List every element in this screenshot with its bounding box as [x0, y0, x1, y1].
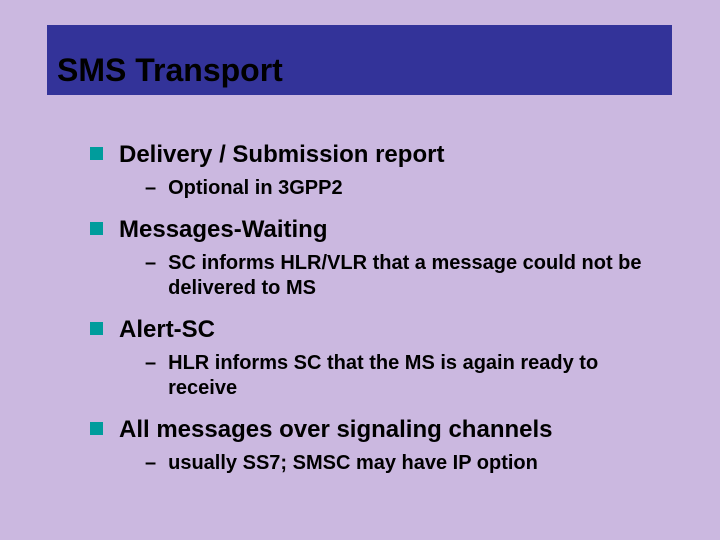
content-area: Delivery / Submission report – Optional … — [90, 140, 670, 490]
sub-bullet-text: usually SS7; SMSC may have IP option — [168, 451, 538, 476]
sub-list-item: – SC informs HLR/VLR that a message coul… — [145, 251, 670, 301]
square-bullet-icon — [90, 322, 103, 335]
sub-bullet-text: SC informs HLR/VLR that a message could … — [168, 251, 668, 301]
list-item: Messages-Waiting — [90, 215, 670, 245]
sub-bullet-text: HLR informs SC that the MS is again read… — [168, 351, 668, 401]
bullet-block: Messages-Waiting – SC informs HLR/VLR th… — [90, 215, 670, 301]
bullet-block: Alert-SC – HLR informs SC that the MS is… — [90, 315, 670, 401]
list-item: Alert-SC — [90, 315, 670, 345]
bullet-block: Delivery / Submission report – Optional … — [90, 140, 670, 201]
dash-icon: – — [145, 451, 156, 476]
bullet-text: All messages over signaling channels — [119, 415, 553, 445]
bullet-text: Delivery / Submission report — [119, 140, 444, 170]
list-item: All messages over signaling channels — [90, 415, 670, 445]
list-item: Delivery / Submission report — [90, 140, 670, 170]
dash-icon: – — [145, 351, 156, 376]
sub-list-item: – HLR informs SC that the MS is again re… — [145, 351, 670, 401]
sub-bullet-text: Optional in 3GPP2 — [168, 176, 342, 201]
square-bullet-icon — [90, 147, 103, 160]
sub-list-item: – Optional in 3GPP2 — [145, 176, 670, 201]
slide-title: SMS Transport — [57, 52, 283, 89]
dash-icon: – — [145, 251, 156, 276]
dash-icon: – — [145, 176, 156, 201]
bullet-block: All messages over signaling channels – u… — [90, 415, 670, 476]
square-bullet-icon — [90, 422, 103, 435]
bullet-text: Alert-SC — [119, 315, 215, 345]
sub-list-item: – usually SS7; SMSC may have IP option — [145, 451, 670, 476]
square-bullet-icon — [90, 222, 103, 235]
bullet-text: Messages-Waiting — [119, 215, 328, 245]
